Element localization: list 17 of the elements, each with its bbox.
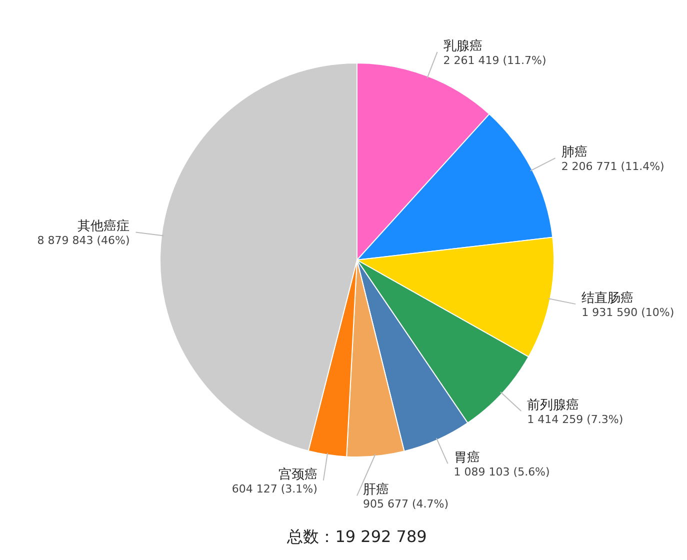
data-label: 905 677 (4.7%): [363, 498, 449, 511]
slice-label: 肺癌: [561, 145, 588, 160]
data-label: 2 206 771 (11.4%): [561, 160, 664, 174]
slice-label: 其他癌症: [78, 219, 130, 234]
data-label: 604 127 (3.1%): [232, 482, 318, 496]
slice-label: 结直肠癌: [582, 291, 634, 306]
data-label: 8 879 843 (46%): [37, 234, 130, 248]
slice-label: 胃癌: [454, 450, 480, 466]
text: 总数：19 292 789: [286, 527, 427, 546]
data-label: 1 089 103 (5.6%): [454, 466, 550, 479]
data-label: 2 261 419 (11.7%): [443, 54, 546, 67]
slice-label: 乳腺癌: [443, 38, 482, 54]
data-label: 1 931 590 (10%): [582, 306, 674, 320]
data-label: 1 414 259 (7.3%): [527, 412, 624, 426]
slice-label: 肝癌: [363, 482, 389, 498]
slice-label: 前列腺癌: [527, 398, 580, 413]
slice-label: 宫颈癌: [278, 466, 318, 482]
